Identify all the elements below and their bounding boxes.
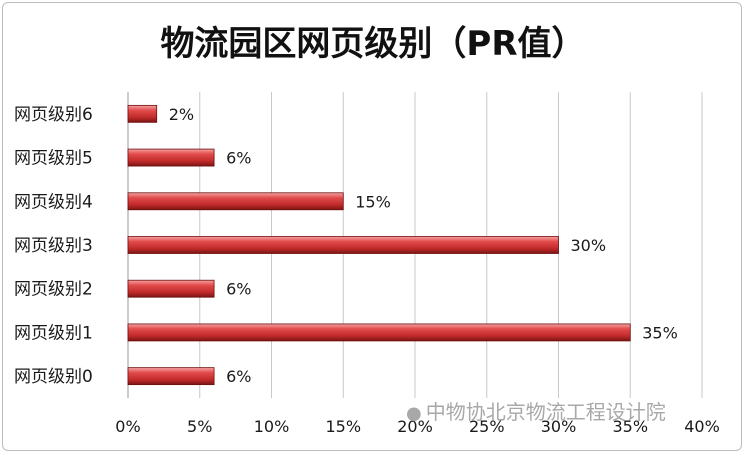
x-tick-label: 0% [115, 417, 140, 436]
wechat-icon: ● [406, 403, 422, 424]
value-label: 6% [226, 280, 251, 299]
category-label: 网页级别3 [14, 236, 93, 256]
chart-frame [2, 2, 742, 451]
x-tick-label: 10% [254, 417, 290, 436]
bars [127, 104, 631, 386]
category-label: 网页级别4 [14, 192, 93, 212]
x-tick-label: 25% [469, 417, 505, 436]
bar-5 [127, 148, 215, 167]
category-label: 网页级别5 [14, 149, 93, 169]
category-label: 网页级别0 [14, 367, 93, 387]
bar-4 [127, 192, 344, 211]
x-tick-label: 20% [397, 417, 433, 436]
x-tick-label: 5% [187, 417, 212, 436]
bar-6 [127, 104, 158, 123]
value-labels: 6% 35% 6% 30% 15% 6% 2% [169, 105, 678, 386]
x-tick-label: 35% [612, 417, 648, 436]
value-label: 30% [571, 236, 607, 255]
watermark: ● 中物协北京物流工程设计院 [406, 396, 666, 425]
chart-title: 物流园区网页级别（PR值） [160, 24, 586, 64]
value-label: 6% [226, 149, 251, 168]
bar-0 [127, 367, 215, 386]
x-tick-labels: 0% 5% 10% 15% 20% 25% 30% 35% 40% [115, 417, 719, 436]
category-label: 网页级别6 [14, 105, 93, 125]
x-tick-label: 30% [541, 417, 577, 436]
bar-2 [127, 279, 215, 298]
bar-3 [127, 236, 559, 254]
category-label: 网页级别2 [14, 280, 93, 300]
category-label: 网页级别1 [14, 323, 93, 343]
x-tick-label: 40% [684, 417, 720, 436]
value-label: 6% [226, 367, 251, 386]
value-label: 15% [355, 192, 391, 211]
value-label: 2% [169, 105, 194, 124]
x-tick-label: 15% [325, 417, 361, 436]
category-labels: 网页级别0 网页级别1 网页级别2 网页级别3 网页级别4 网页级别5 网页级别6 [14, 105, 93, 387]
value-label: 35% [642, 323, 678, 342]
bar-1 [127, 323, 631, 342]
watermark-text: 中物协北京物流工程设计院 [425, 400, 666, 424]
